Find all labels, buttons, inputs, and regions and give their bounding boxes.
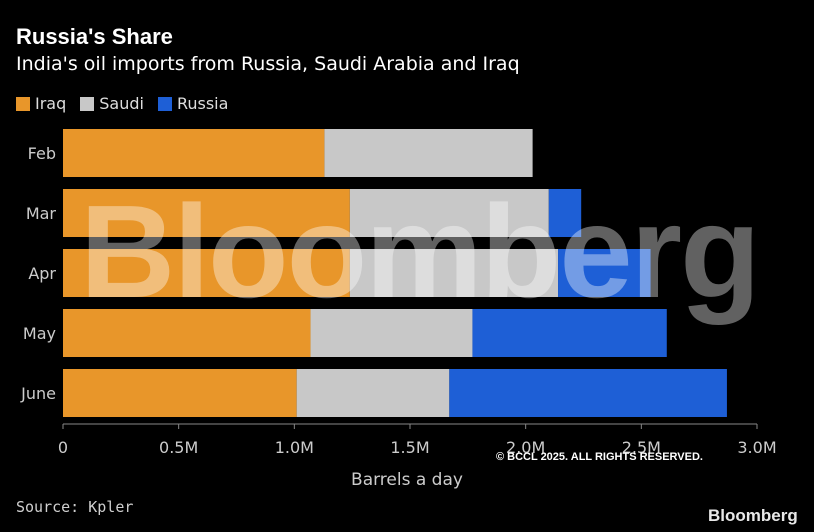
legend: Iraq Saudi Russia (16, 94, 228, 113)
x-axis-title: Barrels a day (351, 470, 463, 490)
x-tick-label: 2.0M (506, 438, 545, 457)
legend-item-iraq: Iraq (16, 94, 66, 113)
bar-russia-may (472, 309, 667, 357)
bar-saudi-apr (349, 249, 559, 297)
legend-label-saudi: Saudi (99, 94, 144, 113)
copyright-notice: © BCCL 2025. ALL RIGHTS RESERVED. (496, 451, 703, 463)
bar-saudi-mar (349, 189, 549, 237)
legend-swatch-russia (157, 96, 172, 111)
x-tick-label: 2.5M (622, 438, 661, 457)
bar-russia-apr (558, 249, 651, 297)
legend-swatch-iraq (16, 96, 30, 111)
x-tick-label: 1.0M (275, 438, 314, 457)
bar-saudi-june (296, 369, 450, 417)
legend-swatch-saudi (80, 96, 95, 111)
brand-logo: Bloomberg (708, 506, 798, 525)
bar-iraq-mar (63, 189, 350, 237)
x-tick-label: 1.5M (390, 438, 429, 457)
chart-title: Russia's Share (16, 24, 173, 49)
legend-label-iraq: Iraq (35, 94, 67, 113)
legend-item-russia: Russia (157, 94, 229, 113)
x-tick-label: 0 (58, 438, 68, 457)
category-label-may: May (23, 324, 56, 343)
x-tick-label: 0.5M (159, 438, 198, 457)
bar-saudi-may (310, 309, 473, 357)
category-label-feb: Feb (28, 144, 56, 163)
bar-iraq-june (63, 369, 297, 417)
chart-subtitle: India's oil imports from Russia, Saudi A… (16, 53, 520, 75)
bar-iraq-may (63, 309, 311, 357)
bar-iraq-apr (63, 249, 350, 297)
source-note: Source: Kpler (16, 498, 134, 516)
bar-iraq-feb (63, 129, 325, 177)
bar-russia-mar (548, 189, 582, 237)
legend-label-russia: Russia (176, 94, 229, 113)
bar-saudi-feb (324, 129, 533, 177)
x-tick-label: 3.0M (737, 438, 776, 457)
category-label-mar: Mar (26, 204, 57, 223)
legend-item-saudi: Saudi (80, 94, 144, 113)
category-label-june: June (20, 384, 56, 403)
bar-russia-june (449, 369, 727, 417)
category-label-apr: Apr (28, 264, 56, 283)
